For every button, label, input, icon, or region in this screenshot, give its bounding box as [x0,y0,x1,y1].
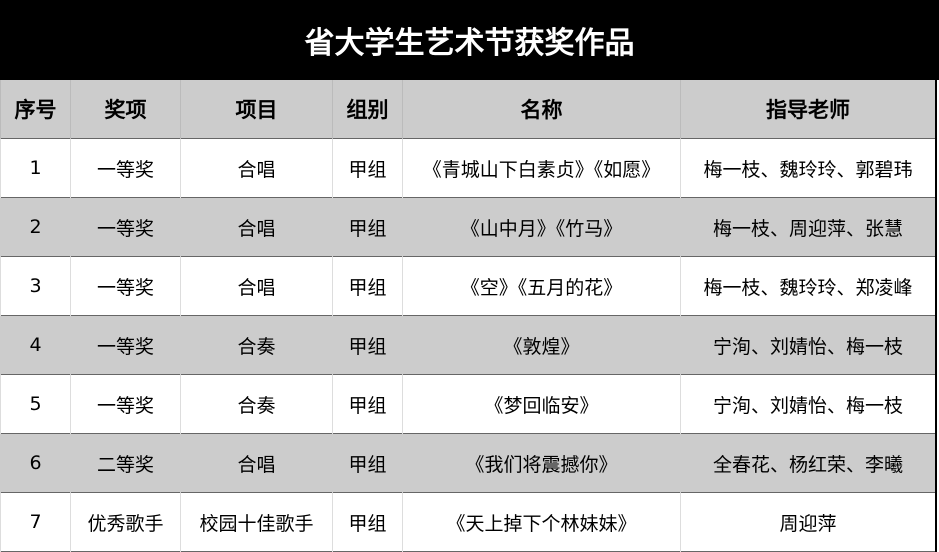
cell-work-name: 《山中月》《竹马》 [402,197,681,257]
cell-category: 合奏 [180,315,333,375]
header-group: 组别 [332,80,403,139]
cell-index: 2 [0,197,71,257]
header-category: 项目 [180,80,333,139]
header-instructors: 指导老师 [680,80,936,139]
cell-instructors: 梅一枝、魏玲玲、郭碧玮 [680,138,936,198]
cell-group: 甲组 [332,256,403,316]
cell-group: 甲组 [332,374,403,434]
page-title: 省大学生艺术节获奖作品 [0,0,939,80]
cell-award: 一等奖 [70,315,181,375]
cell-award: 优秀歌手 [70,492,181,552]
cell-work-name: 《天上掉下个林妹妹》 [402,492,681,552]
cell-index: 7 [0,492,71,552]
cell-award: 一等奖 [70,197,181,257]
cell-group: 甲组 [332,197,403,257]
cell-work-name: 《梦回临安》 [402,374,681,434]
table-row: 1 一等奖 合唱 甲组 《青城山下白素贞》《如愿》 梅一枝、魏玲玲、郭碧玮 [0,138,936,198]
cell-group: 甲组 [332,433,403,493]
cell-group: 甲组 [332,492,403,552]
cell-work-name: 《敦煌》 [402,315,681,375]
cell-instructors: 全春花、杨红荣、李曦 [680,433,936,493]
table-row: 6 二等奖 合唱 甲组 《我们将震撼你》 全春花、杨红荣、李曦 [0,433,936,493]
header-award: 奖项 [70,80,181,139]
cell-category: 合唱 [180,197,333,257]
header-work-name: 名称 [402,80,681,139]
table-header-row: 序号 奖项 项目 组别 名称 指导老师 [0,80,936,139]
table-row: 2 一等奖 合唱 甲组 《山中月》《竹马》 梅一枝、周迎萍、张慧 [0,197,936,257]
cell-award: 二等奖 [70,433,181,493]
cell-award: 一等奖 [70,256,181,316]
cell-category: 合唱 [180,433,333,493]
cell-group: 甲组 [332,138,403,198]
cell-category: 合奏 [180,374,333,434]
cell-category: 合唱 [180,138,333,198]
cell-award: 一等奖 [70,374,181,434]
cell-instructors: 宁洵、刘婧怡、梅一枝 [680,315,936,375]
cell-work-name: 《空》《五月的花》 [402,256,681,316]
table-row: 5 一等奖 合奏 甲组 《梦回临安》 宁洵、刘婧怡、梅一枝 [0,374,936,434]
cell-work-name: 《我们将震撼你》 [402,433,681,493]
cell-group: 甲组 [332,315,403,375]
cell-category: 校园十佳歌手 [180,492,333,552]
cell-instructors: 梅一枝、周迎萍、张慧 [680,197,936,257]
awards-table: 序号 奖项 项目 组别 名称 指导老师 1 一等奖 合唱 甲组 《青城山下白素贞》《如愿》 梅一枝、… [0,80,937,552]
cell-index: 4 [0,315,71,375]
cell-category: 合唱 [180,256,333,316]
cell-index: 1 [0,138,71,198]
cell-index: 5 [0,374,71,434]
table-row: 7 优秀歌手 校园十佳歌手 甲组 《天上掉下个林妹妹》 周迎萍 [0,492,936,552]
table-row: 4 一等奖 合奏 甲组 《敦煌》 宁洵、刘婧怡、梅一枝 [0,315,936,375]
table-row: 3 一等奖 合唱 甲组 《空》《五月的花》 梅一枝、魏玲玲、郑凌峰 [0,256,936,316]
cell-instructors: 周迎萍 [680,492,936,552]
header-index: 序号 [0,80,71,139]
cell-award: 一等奖 [70,138,181,198]
cell-instructors: 宁洵、刘婧怡、梅一枝 [680,374,936,434]
cell-index: 3 [0,256,71,316]
cell-instructors: 梅一枝、魏玲玲、郑凌峰 [680,256,936,316]
cell-index: 6 [0,433,71,493]
cell-work-name: 《青城山下白素贞》《如愿》 [402,138,681,198]
